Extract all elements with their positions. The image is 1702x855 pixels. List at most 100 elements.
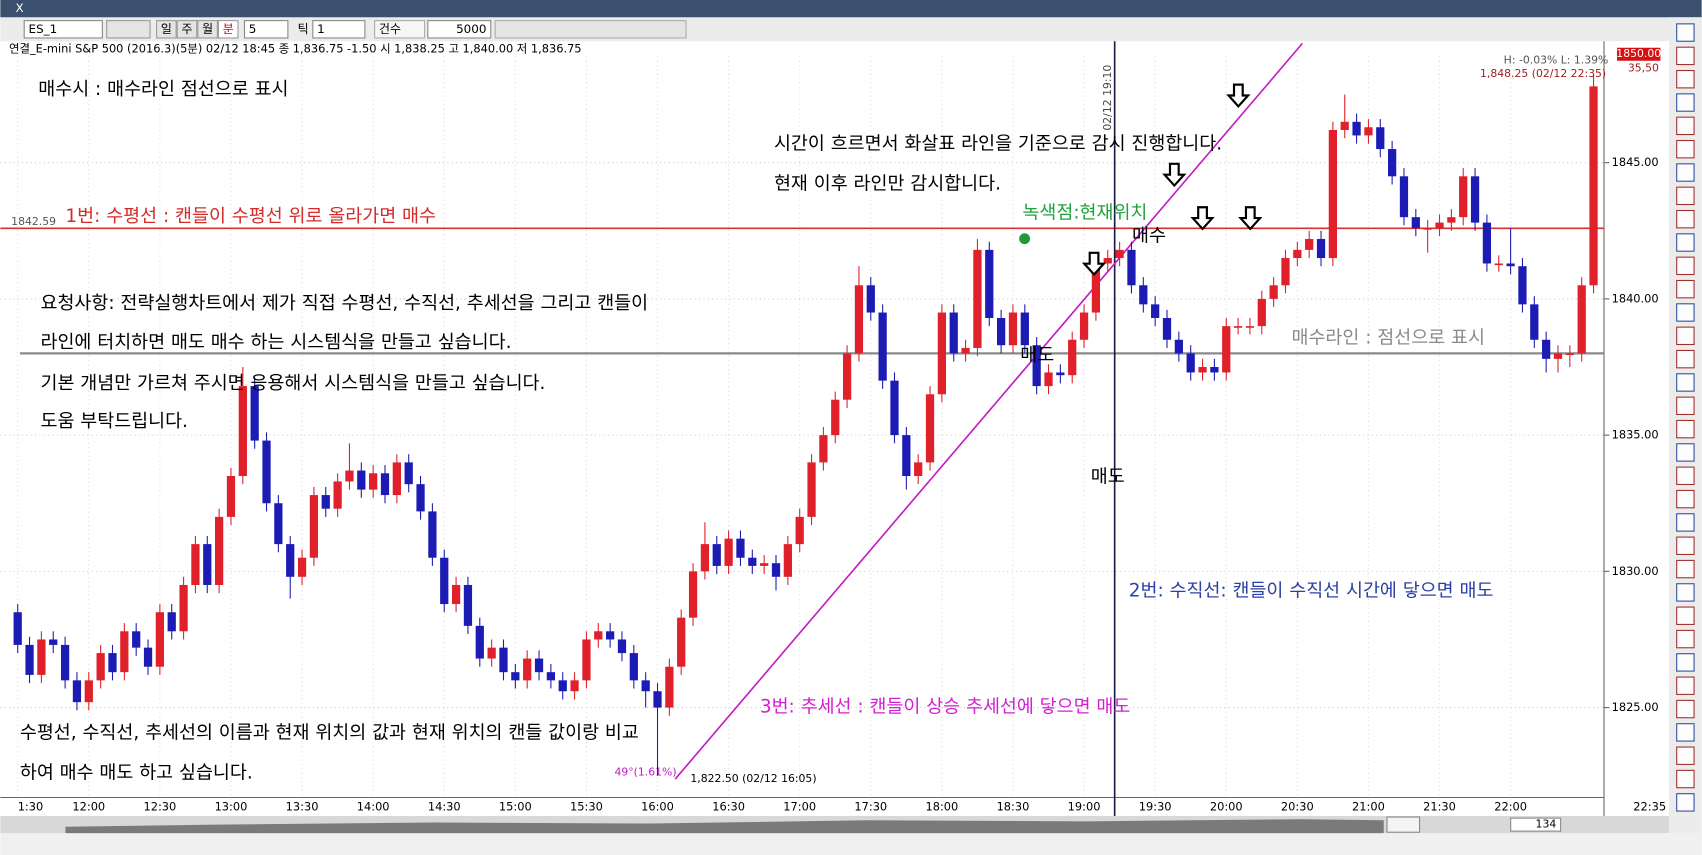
candle-body xyxy=(179,584,188,632)
tool-icon[interactable] xyxy=(1676,139,1695,159)
down-arrow xyxy=(1190,206,1215,231)
candle-body xyxy=(143,647,153,667)
x-tick-label: 17:30 xyxy=(854,800,887,814)
candle-body xyxy=(333,481,342,509)
tool-icon[interactable] xyxy=(1676,256,1695,276)
symbol-box[interactable] xyxy=(23,20,103,39)
tool-icon[interactable] xyxy=(1676,676,1695,695)
period-button[interactable] xyxy=(156,20,177,39)
candle-body xyxy=(1305,238,1314,250)
candle-body xyxy=(1553,353,1563,359)
price-box-label: 1850.00 xyxy=(1616,47,1661,60)
close-button[interactable]: X xyxy=(16,1,24,15)
tool-icon[interactable] xyxy=(1676,163,1695,182)
symbol: ES_1 xyxy=(29,22,58,36)
count-label: 건수 xyxy=(379,22,401,36)
annotation: 매도 xyxy=(1020,345,1054,366)
candle-body xyxy=(1198,367,1207,373)
period-button[interactable] xyxy=(217,20,239,39)
tool-icon[interactable] xyxy=(1676,489,1695,509)
tool-icon[interactable] xyxy=(1676,93,1695,112)
scroll-count-box[interactable] xyxy=(1510,817,1562,832)
tool-icon[interactable] xyxy=(1676,583,1695,602)
candle-body xyxy=(1151,304,1160,318)
candle-body xyxy=(819,435,828,463)
tool-icon[interactable] xyxy=(1676,373,1695,392)
candle-body xyxy=(1399,176,1409,218)
candle-body xyxy=(1423,228,1432,230)
x-tick-label: 20:00 xyxy=(1210,800,1243,814)
y-tick-label: 1825.00 xyxy=(1612,700,1659,714)
x-tick-label: 18:00 xyxy=(925,800,958,814)
scroll-count: 134 xyxy=(1536,818,1557,831)
candle-body xyxy=(558,680,567,692)
tool-icon[interactable] xyxy=(1676,419,1695,439)
candle-body xyxy=(1482,222,1492,264)
candle-body xyxy=(997,317,1006,346)
tool-icon[interactable] xyxy=(1676,209,1695,229)
tool-icon[interactable] xyxy=(1676,443,1695,462)
tool-icon[interactable] xyxy=(1676,279,1695,299)
period-label: 분 xyxy=(223,22,234,36)
tool-icon[interactable] xyxy=(1676,559,1695,579)
change-label: 35,50 xyxy=(1628,61,1659,74)
search-buttons[interactable] xyxy=(106,20,151,39)
tick-label: 틱 xyxy=(298,22,309,36)
tool-icon[interactable] xyxy=(1676,653,1695,672)
tool-icon[interactable] xyxy=(1676,23,1695,42)
tool-icon[interactable] xyxy=(1676,746,1695,765)
x-tick-label: 14:00 xyxy=(357,800,390,814)
tool-buttons[interactable] xyxy=(494,20,687,39)
candle-body xyxy=(1162,317,1172,340)
price-box xyxy=(1617,47,1661,61)
tool-icon[interactable] xyxy=(1676,466,1695,486)
tool-icon[interactable] xyxy=(1676,233,1695,252)
tool-icon[interactable] xyxy=(1676,116,1695,136)
tool-icon[interactable] xyxy=(1676,349,1695,369)
count-type[interactable] xyxy=(374,20,426,39)
down-arrow xyxy=(1226,83,1251,108)
tool-icon[interactable] xyxy=(1676,793,1695,812)
candle-body xyxy=(629,653,638,681)
tool-icon[interactable] xyxy=(1676,723,1695,742)
tool-icon[interactable] xyxy=(1676,699,1695,719)
candle-body xyxy=(96,653,105,681)
candle-body xyxy=(49,639,58,645)
tick-box[interactable] xyxy=(312,20,366,39)
candle-body xyxy=(688,571,698,618)
candle-body xyxy=(475,625,484,659)
x-tick-label: 15:30 xyxy=(570,800,603,814)
toolbar xyxy=(0,17,1702,42)
period-button[interactable] xyxy=(197,20,218,39)
candle-body xyxy=(13,612,22,645)
tool-icon[interactable] xyxy=(1676,326,1695,346)
tool-icon[interactable] xyxy=(1676,396,1695,416)
tool-icon[interactable] xyxy=(1676,769,1695,789)
candle-body xyxy=(902,435,911,476)
tool-icon[interactable] xyxy=(1676,186,1695,206)
candle-body xyxy=(499,647,508,673)
candle-body xyxy=(878,312,887,381)
candle-body xyxy=(1008,312,1018,346)
x-tick-label: 16:30 xyxy=(712,800,745,814)
tool-icon[interactable] xyxy=(1676,536,1695,555)
tool-icon[interactable] xyxy=(1676,303,1695,322)
period-button[interactable] xyxy=(176,20,198,39)
scroll-thumb[interactable] xyxy=(1386,816,1421,833)
tool-icon[interactable] xyxy=(1676,606,1695,625)
candle-body xyxy=(155,612,165,667)
vertical-line-label: 02/12 19:10 xyxy=(1101,65,1114,131)
tool-icon[interactable] xyxy=(1676,69,1695,89)
count-box[interactable] xyxy=(427,20,492,39)
tick-value: 1 xyxy=(317,22,325,36)
x-tick-label: 1:30 xyxy=(18,800,44,814)
interval-box[interactable] xyxy=(243,20,289,39)
candle-body xyxy=(1328,129,1338,259)
candle-body xyxy=(1257,298,1266,327)
tool-icon[interactable] xyxy=(1676,629,1695,649)
tool-icon[interactable] xyxy=(1676,513,1695,532)
tool-icon[interactable] xyxy=(1676,46,1695,66)
annotation: 도움 부탁드립니다. xyxy=(40,411,187,432)
candle-body xyxy=(665,666,674,708)
